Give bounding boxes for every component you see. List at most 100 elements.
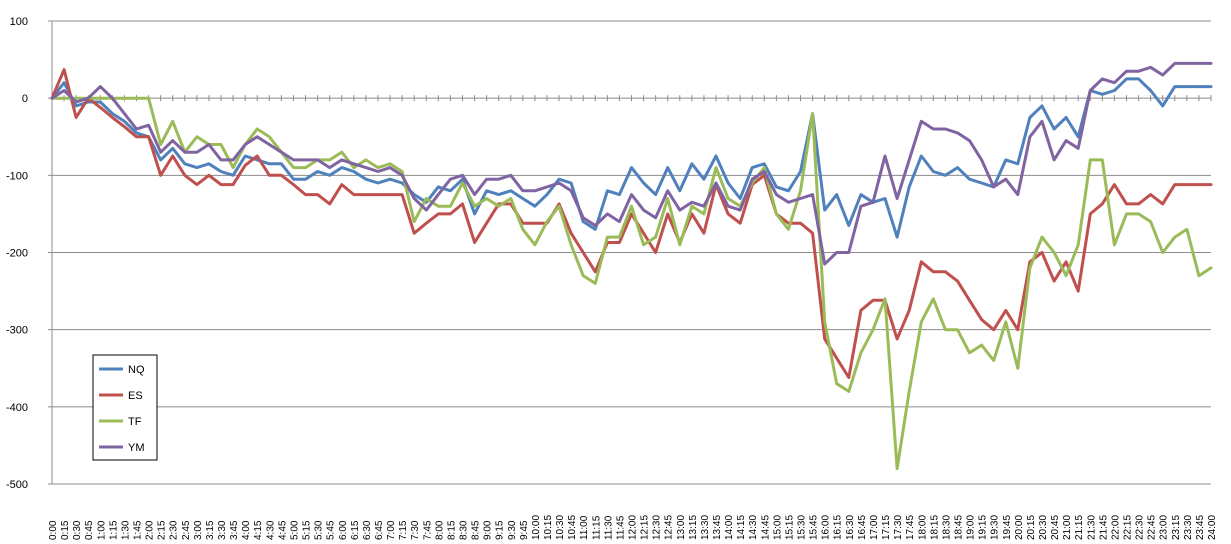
x-tick-label: 23:30 — [1183, 515, 1194, 540]
x-tick-label: 17:30 — [893, 515, 904, 540]
x-tick-label: 23:00 — [1159, 515, 1170, 540]
x-tick-label: 0:15 — [60, 520, 71, 540]
x-tick-label: 16:30 — [845, 515, 856, 540]
x-tick-label: 1:15 — [108, 520, 119, 540]
x-tick-label: 5:00 — [289, 520, 300, 540]
x-tick-label: 6:15 — [350, 520, 361, 540]
x-tick-label: 12:00 — [628, 515, 639, 540]
series-line-es — [50, 68, 1213, 379]
x-tick-label: 15:00 — [772, 515, 783, 540]
legend-label-tf: TF — [128, 416, 142, 428]
x-tick-label: 13:30 — [700, 515, 711, 540]
x-tick-label: 23:15 — [1171, 515, 1182, 540]
x-tick-label: 18:15 — [929, 515, 940, 540]
y-tick-label: -100 — [6, 170, 28, 182]
y-tick-label: -300 — [6, 325, 28, 337]
x-tick-label: 14:45 — [760, 515, 771, 540]
x-tick-label: 19:15 — [978, 515, 989, 540]
y-tick-label: 100 — [10, 16, 28, 28]
x-tick-label: 7:15 — [398, 520, 409, 540]
x-tick-label: 2:30 — [169, 520, 180, 540]
x-tick-label: 3:15 — [205, 520, 216, 540]
x-tick-label: 2:15 — [157, 520, 168, 540]
x-tick-label: 21:15 — [1074, 515, 1085, 540]
x-tick-label: 8:45 — [471, 520, 482, 540]
legend-label-nq: NQ — [128, 364, 145, 376]
x-tick-label: 18:45 — [953, 515, 964, 540]
x-tick-label: 1:00 — [96, 520, 107, 540]
y-tick-label: -400 — [6, 402, 28, 414]
x-tick-label: 15:45 — [809, 515, 820, 540]
x-tick-label: 11:15 — [591, 515, 602, 540]
x-tick-label: 17:45 — [905, 515, 916, 540]
x-tick-label: 3:30 — [217, 520, 228, 540]
x-tick-label: 9:15 — [495, 520, 506, 540]
series-line-ym — [50, 61, 1213, 266]
x-tick-label: 10:15 — [543, 515, 554, 540]
y-tick-label: -500 — [6, 479, 28, 491]
x-tick-label: 13:00 — [676, 515, 687, 540]
x-tick-label: 14:15 — [736, 515, 747, 540]
x-tick-label: 9:30 — [507, 520, 518, 540]
x-tick-label: 11:00 — [579, 515, 590, 540]
x-tick-label: 6:00 — [338, 520, 349, 540]
x-tick-label: 8:30 — [458, 520, 469, 540]
x-tick-label: 17:15 — [881, 515, 892, 540]
x-tick-label: 19:45 — [1002, 515, 1013, 540]
x-tick-label: 4:00 — [241, 520, 252, 540]
x-tick-label: 7:00 — [386, 520, 397, 540]
x-tick-label: 0:45 — [84, 520, 95, 540]
x-tick-label: 0:00 — [48, 520, 59, 540]
x-tick-label: 20:30 — [1038, 515, 1049, 540]
x-tick-label: 16:45 — [857, 515, 868, 540]
x-tick-label: 16:15 — [833, 515, 844, 540]
x-tick-label: 3:00 — [193, 520, 204, 540]
x-tick-label: 10:00 — [531, 515, 542, 540]
x-tick-label: 10:45 — [567, 515, 578, 540]
x-tick-label: 6:30 — [362, 520, 373, 540]
x-tick-label: 15:30 — [797, 515, 808, 540]
x-tick-label: 12:30 — [652, 515, 663, 540]
x-tick-label: 13:15 — [688, 515, 699, 540]
series-line-nq — [50, 77, 1213, 239]
x-tick-label: 4:45 — [277, 520, 288, 540]
x-tick-label: 0:30 — [72, 520, 83, 540]
x-tick-label: 8:15 — [446, 520, 457, 540]
series-line-tf — [50, 96, 1213, 471]
x-tick-label: 14:00 — [724, 515, 735, 540]
x-tick-label: 5:15 — [302, 520, 313, 540]
x-tick-label: 11:30 — [603, 515, 614, 540]
x-tick-label: 11:45 — [615, 515, 626, 540]
x-tick-label: 16:00 — [821, 515, 832, 540]
x-tick-label: 24:00 — [1207, 515, 1218, 540]
x-tick-label: 5:30 — [314, 520, 325, 540]
x-tick-label: 21:45 — [1098, 515, 1109, 540]
x-tick-label: 12:45 — [664, 515, 675, 540]
x-tick-label: 20:15 — [1026, 515, 1037, 540]
x-tick-label: 17:00 — [869, 515, 880, 540]
x-tick-label: 22:15 — [1122, 515, 1133, 540]
x-tick-label: 2:00 — [145, 520, 156, 540]
x-tick-label: 5:45 — [326, 520, 337, 540]
x-tick-label: 22:00 — [1110, 515, 1121, 540]
x-tick-label: 21:30 — [1086, 515, 1097, 540]
x-tick-label: 20:45 — [1050, 515, 1061, 540]
x-tick-label: 22:30 — [1135, 515, 1146, 540]
legend-label-es: ES — [128, 390, 143, 402]
x-tick-label: 4:30 — [265, 520, 276, 540]
x-tick-label: 14:30 — [748, 515, 759, 540]
x-tick-label: 1:45 — [133, 520, 144, 540]
x-tick-label: 8:00 — [434, 520, 445, 540]
x-tick-label: 15:15 — [784, 515, 795, 540]
y-tick-label: -200 — [6, 248, 28, 260]
x-tick-label: 2:45 — [181, 520, 192, 540]
x-tick-label: 13:45 — [712, 515, 723, 540]
x-tick-label: 7:30 — [410, 520, 421, 540]
x-tick-label: 12:15 — [640, 515, 651, 540]
x-tick-label: 1:30 — [120, 520, 131, 540]
legend — [92, 354, 158, 461]
x-tick-label: 20:00 — [1014, 515, 1025, 540]
x-tick-label: 4:15 — [253, 520, 264, 540]
